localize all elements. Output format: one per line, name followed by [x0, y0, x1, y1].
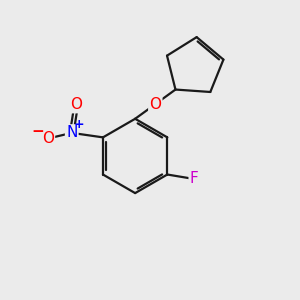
Text: O: O [42, 131, 54, 146]
Text: +: + [74, 118, 85, 131]
Text: O: O [149, 97, 161, 112]
Text: O: O [70, 97, 82, 112]
Text: N: N [66, 125, 77, 140]
Text: −: − [32, 124, 44, 139]
Text: F: F [190, 172, 198, 187]
